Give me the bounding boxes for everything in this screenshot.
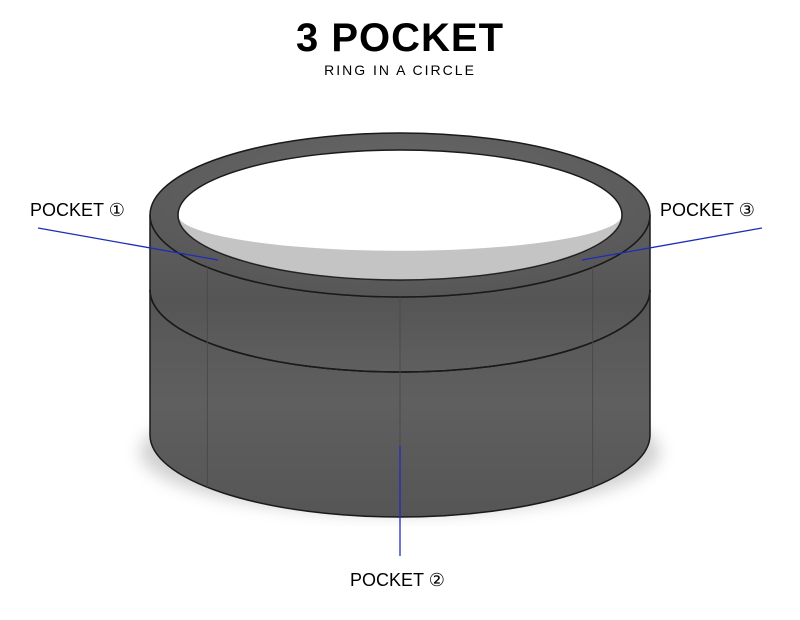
- label-pocket-3: POCKET ③: [660, 200, 755, 221]
- label-pocket-2: POCKET ②: [350, 570, 445, 591]
- ring-diagram: [0, 0, 800, 620]
- label-pocket-1: POCKET ①: [30, 200, 125, 221]
